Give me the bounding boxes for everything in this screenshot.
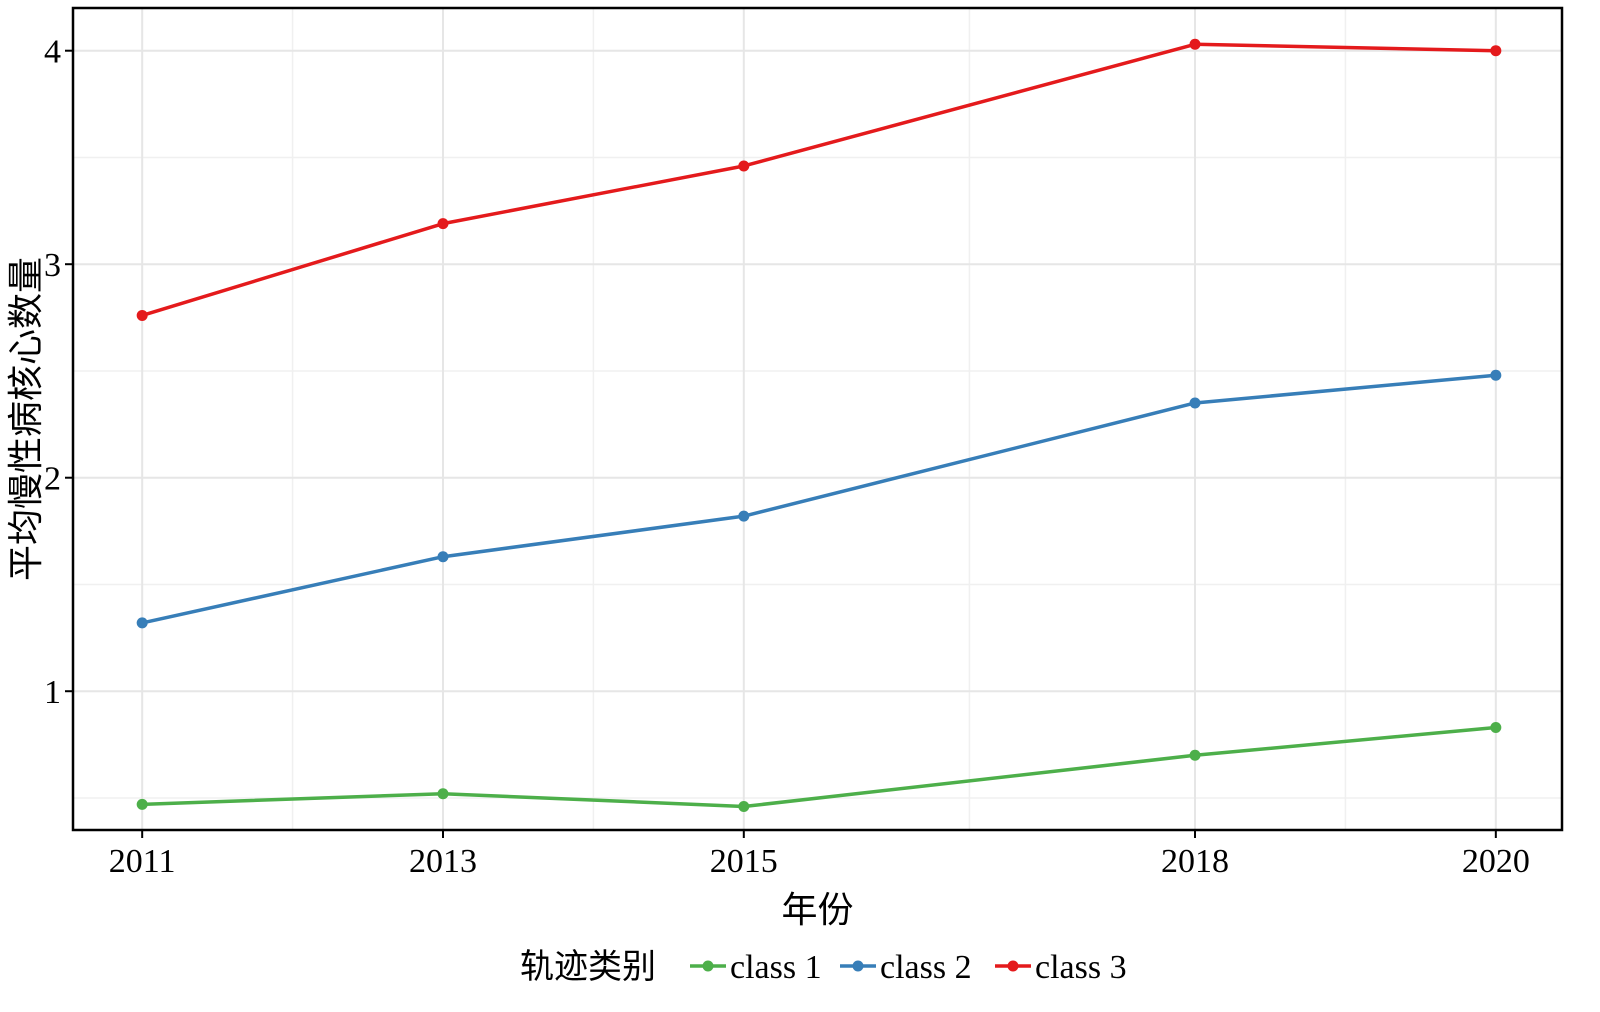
x-tick-label: 2020 xyxy=(1462,843,1530,880)
data-point xyxy=(1189,38,1201,50)
y-tick-label: 3 xyxy=(44,247,61,284)
x-tick-label: 2018 xyxy=(1161,843,1229,880)
data-point xyxy=(1490,369,1502,381)
x-tick-label: 2013 xyxy=(409,843,477,880)
series-lines xyxy=(136,38,1502,813)
y-tick-label: 4 xyxy=(44,34,61,71)
data-point xyxy=(738,510,750,522)
legend-item-label: class 2 xyxy=(880,949,972,986)
data-point xyxy=(1189,397,1201,409)
data-point xyxy=(738,801,750,813)
axes: 2011 2013 2015 2018 2020 1 2 3 4 xyxy=(44,34,1530,880)
data-point xyxy=(437,788,449,800)
data-point xyxy=(1189,749,1201,761)
x-tick-label: 2015 xyxy=(710,843,778,880)
data-point xyxy=(1490,722,1502,734)
series-line xyxy=(142,725,1496,809)
y-tick-label: 2 xyxy=(44,461,61,498)
series-line xyxy=(141,373,1496,625)
legend-key-point xyxy=(852,960,864,972)
data-point xyxy=(437,218,449,230)
data-point xyxy=(437,551,449,563)
grid-lines xyxy=(73,8,1562,830)
legend-key-point xyxy=(1007,960,1019,972)
legend-item-label: class 1 xyxy=(730,949,822,986)
legend-title: 轨迹类别 xyxy=(520,948,656,986)
data-point xyxy=(1490,45,1502,57)
legend: 轨迹类别 class 1 class 2 class 3 xyxy=(520,948,1127,986)
legend-key-point xyxy=(702,960,714,972)
x-axis-title: 年份 xyxy=(781,890,853,930)
data-point xyxy=(136,798,148,810)
plot-frame xyxy=(71,6,1564,832)
data-point xyxy=(136,309,148,321)
legend-item-label: class 3 xyxy=(1035,949,1127,986)
series-line xyxy=(141,42,1496,318)
data-point xyxy=(738,160,750,172)
data-point xyxy=(136,617,148,629)
y-axis-title: 平均慢性病核心数量 xyxy=(6,257,46,581)
y-tick-label: 1 xyxy=(44,674,61,711)
x-tick-label: 2011 xyxy=(109,843,176,880)
